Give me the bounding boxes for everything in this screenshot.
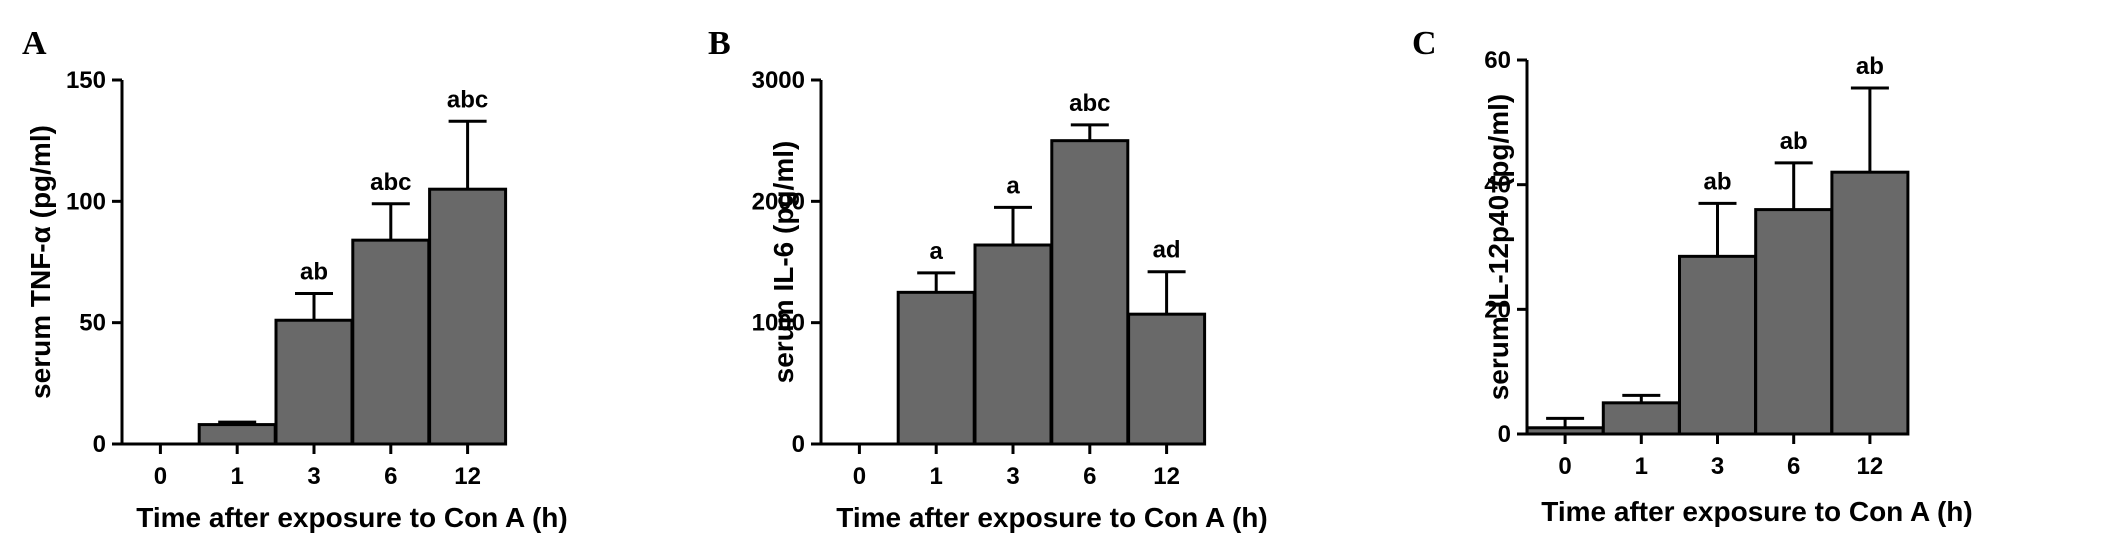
- panel-letter-c: C: [1412, 25, 1437, 62]
- significance-label-b: ad: [1153, 237, 1181, 264]
- bar-c: [1678, 254, 1757, 436]
- significance-label-c: ab: [1703, 168, 1731, 195]
- x-tick-label-c: 1: [1635, 453, 1648, 480]
- bar-b: [896, 290, 976, 446]
- x-tick-label-b: 0: [853, 463, 866, 490]
- bar-b: [973, 243, 1053, 446]
- y-axis-title-b: serum IL-6 (pg/ml): [768, 141, 799, 384]
- significance-label-c: ab: [1856, 53, 1884, 80]
- x-tick-label-a: 12: [454, 463, 481, 490]
- panel-a: A serum TNF-α (pg/ml) Time after exposur…: [22, 25, 568, 533]
- y-tick-label-c: 20: [1484, 296, 1511, 323]
- x-tick-label-b: 3: [1006, 463, 1019, 490]
- x-axis-title-a: Time after exposure to Con A (h): [136, 502, 567, 533]
- y-tick-label-a: 150: [66, 67, 106, 94]
- x-axis-title-c: Time after exposure to Con A (h): [1541, 496, 1972, 527]
- x-tick-label-c: 0: [1558, 453, 1571, 480]
- significance-label-b: abc: [1069, 90, 1110, 117]
- x-tick-label-a: 0: [154, 463, 167, 490]
- bar-a: [197, 423, 277, 446]
- y-tick-label-c: 60: [1484, 47, 1511, 74]
- y-tick-label-a: 100: [66, 188, 106, 215]
- x-axis-title-b: Time after exposure to Con A (h): [836, 502, 1267, 533]
- panel-b: B serum IL-6 (pg/ml) Time after exposure…: [708, 25, 1268, 533]
- y-axis-title-a: serum TNF-α (pg/ml): [25, 125, 56, 399]
- significance-label-a: ab: [300, 259, 328, 286]
- x-tick-label-b: 1: [930, 463, 943, 490]
- bar-c: [1525, 426, 1605, 436]
- x-tick-label-c: 12: [1857, 453, 1884, 480]
- y-tick-label-b: 0: [792, 431, 805, 458]
- x-tick-label-a: 6: [384, 463, 397, 490]
- bar-c: [1754, 208, 1834, 436]
- panel-letter-a: A: [22, 25, 47, 62]
- y-tick-label-b: 2000: [752, 188, 805, 215]
- significance-label-a: abc: [447, 86, 488, 113]
- y-tick-label-a: 0: [93, 431, 106, 458]
- significance-label-b: a: [930, 238, 944, 265]
- y-axis-title-c: serum IL-12p40 (pg/ml): [1483, 94, 1514, 401]
- bar-b: [1050, 139, 1130, 446]
- x-tick-label-c: 3: [1711, 453, 1724, 480]
- bar-b: [1127, 312, 1207, 446]
- x-tick-label-a: 1: [231, 463, 244, 490]
- x-tick-label-a: 3: [307, 463, 320, 490]
- bar-a: [351, 238, 431, 446]
- bar-a: [428, 187, 508, 446]
- significance-label-a: abc: [370, 169, 411, 196]
- significance-label-b: a: [1006, 172, 1020, 199]
- x-tick-label-c: 6: [1787, 453, 1800, 480]
- panel-c: C serum IL-12p40 (pg/ml) Time after expo…: [1412, 25, 1973, 527]
- y-tick-label-c: 40: [1484, 172, 1511, 199]
- bar-a: [274, 318, 354, 446]
- panel-letter-b: B: [708, 25, 731, 62]
- significance-label-c: ab: [1780, 128, 1808, 155]
- bar-c: [1830, 170, 1910, 436]
- y-tick-label-b: 1000: [752, 310, 805, 337]
- x-tick-label-b: 6: [1083, 463, 1096, 490]
- y-tick-label-c: 0: [1498, 421, 1511, 448]
- x-tick-label-b: 12: [1153, 463, 1180, 490]
- y-tick-label-a: 50: [79, 310, 106, 337]
- bar-c: [1601, 401, 1681, 436]
- y-tick-label-b: 3000: [752, 67, 805, 94]
